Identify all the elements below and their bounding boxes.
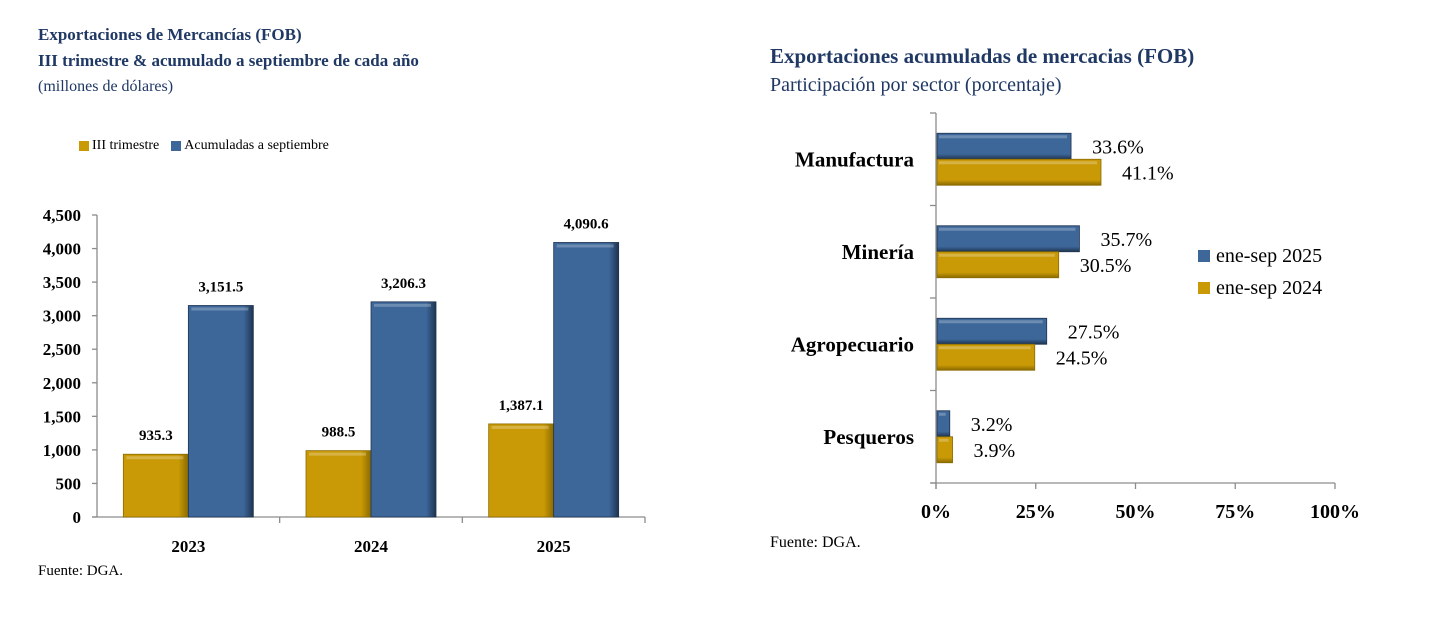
bar-highlight — [191, 307, 249, 311]
y-tick-label: 1,500 — [43, 407, 81, 426]
legend-label: Acumuladas a septiembre — [184, 138, 329, 153]
legend-label: ene-sep 2025 — [1216, 244, 1323, 267]
category-label: Pesqueros — [823, 425, 914, 449]
bar-data-label: 4,090.6 — [564, 216, 610, 232]
legend-item-acumuladas: Acumuladas a septiembre — [171, 138, 329, 154]
bar-data-label: 35.7% — [1100, 229, 1152, 251]
legend-swatch-gold — [1198, 282, 1210, 294]
bar-highlight — [939, 253, 1055, 257]
bar-data-label: 30.5% — [1080, 255, 1132, 277]
category-label: Agropecuario — [791, 332, 914, 356]
right-legend: ene-sep 2025 ene-sep 2024 — [1198, 240, 1322, 304]
category-label: Minería — [842, 240, 915, 264]
x-category-label: 2025 — [537, 537, 571, 556]
bar-manufactura-2025 — [936, 132, 1072, 160]
bar-data-label: 935.3 — [139, 428, 173, 444]
bar-2024-iii-trimestre — [305, 450, 372, 518]
x-tick-label: 100% — [1310, 501, 1360, 523]
bar-highlight — [939, 161, 1097, 165]
bar-agropecuario-2024 — [936, 343, 1036, 371]
right-chart-title: Exportaciones acumuladas de mercacias (F… — [770, 44, 1195, 68]
legend-item-ene-sep-2024: ene-sep 2024 — [1198, 272, 1322, 304]
right-chart-subtitle: Participación por sector (porcentaje) — [770, 74, 1062, 96]
bar-data-label: 33.6% — [1092, 136, 1144, 158]
bar-data-label: 3.9% — [974, 440, 1016, 462]
x-tick-label: 0% — [921, 501, 951, 523]
bar-data-label: 3.2% — [971, 414, 1013, 436]
bar-2024-acumuladas — [370, 301, 437, 518]
y-tick-label: 4,500 — [43, 206, 81, 225]
legend-label: ene-sep 2024 — [1216, 276, 1323, 299]
bar-highlight — [374, 303, 431, 307]
bar-minería-2025 — [936, 225, 1080, 253]
bar-highlight — [309, 452, 366, 456]
bar-pesqueros-2024 — [936, 436, 953, 464]
bar-data-label: 24.5% — [1056, 347, 1108, 369]
y-tick-label: 500 — [56, 474, 82, 493]
bar-data-label: 1,387.1 — [499, 398, 544, 414]
x-category-label: 2023 — [171, 537, 205, 556]
bar-highlight — [939, 227, 1076, 231]
left-legend: III trimestre Acumuladas a septiembre — [79, 138, 337, 154]
bar-2023-iii-trimestre — [122, 453, 189, 518]
legend-label: III trimestre — [92, 138, 160, 153]
y-tick-label: 2,500 — [43, 340, 81, 359]
y-tick-label: 4,000 — [43, 240, 81, 259]
right-source-note: Fuente: DGA. — [770, 534, 861, 551]
bar-highlight — [126, 456, 184, 460]
left-chart-subtitle: III trimestre & acumulado a septiembre d… — [38, 51, 419, 70]
bar-minería-2024 — [936, 251, 1060, 279]
legend-swatch-blue — [171, 141, 182, 151]
bar-data-label: 3,151.5 — [198, 279, 243, 295]
legend-item-ene-sep-2025: ene-sep 2025 — [1198, 240, 1322, 272]
left-chart-title: Exportaciones de Mercancías (FOB) — [38, 25, 302, 44]
legend-item-iii-trimestre: III trimestre — [79, 138, 159, 154]
x-tick-label: 50% — [1116, 501, 1156, 523]
bar-highlight — [939, 346, 1031, 350]
bar-highlight — [491, 425, 549, 429]
right-bar-chart: 0% 25% 50% 75% 100% Manufactura 33.6% 41.1% Mine… — [791, 112, 1360, 523]
legend-swatch-blue — [1198, 250, 1210, 262]
x-category-label: 2024 — [354, 537, 389, 556]
bar-manufactura-2024 — [936, 158, 1102, 186]
bar-2025-iii-trimestre — [488, 423, 555, 518]
y-tick-label: 2,000 — [43, 374, 81, 393]
y-tick-label: 1,000 — [43, 441, 81, 460]
x-tick-label: 25% — [1016, 501, 1056, 523]
y-tick-label: 0 — [73, 508, 82, 527]
bar-highlight — [556, 244, 614, 248]
y-tick-label: 3,500 — [43, 273, 81, 292]
bar-data-label: 41.1% — [1122, 162, 1174, 184]
bar-data-label: 27.5% — [1068, 321, 1120, 343]
bar-highlight — [939, 412, 946, 416]
x-tick-label: 75% — [1215, 501, 1255, 523]
bar-agropecuario-2025 — [936, 317, 1048, 345]
left-bar-chart: 0 500 1,000 1,500 2,000 2,500 3,000 3,500 4,000 4… — [43, 206, 646, 556]
category-label: Manufactura — [795, 147, 914, 171]
bar-2023-acumuladas — [187, 305, 254, 518]
left-chart-units: (millones de dólares) — [38, 78, 174, 95]
bar-highlight — [939, 438, 949, 442]
bar-data-label: 988.5 — [322, 425, 356, 441]
bar-highlight — [939, 320, 1043, 324]
left-source-note: Fuente: DGA. — [38, 563, 123, 579]
legend-swatch-gold — [79, 141, 89, 151]
bar-highlight — [939, 135, 1068, 139]
bar-data-label: 3,206.3 — [381, 276, 426, 292]
bar-2025-acumuladas — [553, 242, 620, 518]
y-tick-label: 3,000 — [43, 307, 81, 326]
